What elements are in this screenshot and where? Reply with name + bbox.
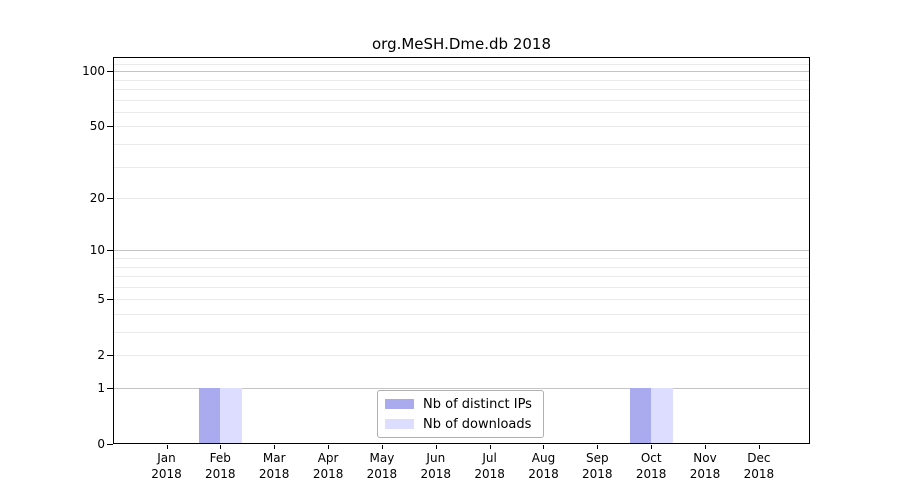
y-tick-label: 10 bbox=[89, 243, 105, 258]
x-tick-label: Jun 2018 bbox=[420, 451, 452, 481]
bar-nb-of-distinct-ips-feb-2018 bbox=[198, 388, 221, 443]
gridline-minor bbox=[114, 88, 809, 90]
gridline-minor bbox=[114, 266, 809, 268]
x-tick-label: May 2018 bbox=[366, 451, 398, 481]
x-tick-label: Nov 2018 bbox=[689, 451, 721, 481]
x-tick-mark bbox=[705, 445, 706, 449]
y-tick-mark bbox=[107, 355, 113, 356]
x-tick-mark bbox=[651, 445, 652, 449]
x-tick-mark bbox=[167, 445, 168, 449]
y-tick-label: 100 bbox=[82, 64, 105, 79]
bar-nb-of-distinct-ips-oct-2018 bbox=[629, 388, 652, 443]
x-tick-mark bbox=[543, 445, 544, 449]
x-tick-label: Oct 2018 bbox=[635, 451, 667, 481]
legend-entry-downloads: Nb of downloads bbox=[385, 417, 543, 432]
y-tick-mark bbox=[107, 250, 113, 251]
x-tick-label: Apr 2018 bbox=[312, 451, 344, 481]
x-tick-label: Mar 2018 bbox=[258, 451, 290, 481]
y-tick-mark bbox=[107, 444, 113, 445]
legend: Nb of distinct IPs Nb of downloads bbox=[377, 390, 544, 438]
x-tick-label: Dec 2018 bbox=[743, 451, 775, 481]
gridline-minor bbox=[114, 286, 809, 288]
gridline-minor bbox=[114, 111, 809, 113]
gridline-major bbox=[114, 71, 809, 73]
y-tick-mark bbox=[107, 299, 113, 300]
chart-title: org.MeSH.Dme.db 2018 bbox=[372, 35, 551, 53]
x-tick-mark bbox=[759, 445, 760, 449]
y-tick-mark bbox=[107, 71, 113, 72]
y-tick-label: 1 bbox=[97, 381, 105, 395]
legend-entry-distinct-ips: Nb of distinct IPs bbox=[385, 397, 543, 412]
gridline-minor bbox=[114, 355, 809, 357]
gridline-minor bbox=[114, 99, 809, 101]
y-tick-label: 5 bbox=[97, 292, 105, 307]
gridline-major bbox=[114, 250, 809, 252]
gridline-minor bbox=[114, 314, 809, 315]
gridline-minor bbox=[114, 257, 809, 259]
gridline-minor bbox=[114, 79, 809, 81]
gridline-major bbox=[114, 388, 809, 389]
y-tick-label: 2 bbox=[97, 348, 105, 363]
y-tick-mark bbox=[107, 198, 113, 199]
x-tick-label: Jan 2018 bbox=[151, 451, 182, 481]
gridline-minor bbox=[114, 198, 809, 199]
x-tick-label: Feb 2018 bbox=[205, 451, 236, 481]
x-tick-mark bbox=[328, 445, 329, 449]
y-tick-label: 50 bbox=[89, 119, 105, 134]
y-tick-label: 20 bbox=[89, 191, 105, 205]
gridline-minor bbox=[114, 143, 809, 145]
x-tick-label: Aug 2018 bbox=[528, 451, 559, 481]
gridline-minor bbox=[114, 126, 809, 128]
x-tick-mark bbox=[436, 445, 437, 449]
legend-label-downloads: Nb of downloads bbox=[423, 416, 532, 432]
y-tick-label: 0 bbox=[97, 437, 105, 451]
x-tick-mark bbox=[597, 445, 598, 449]
legend-swatch-downloads bbox=[385, 419, 414, 429]
gridline-minor bbox=[114, 63, 809, 65]
gridline-minor bbox=[114, 332, 809, 333]
x-tick-mark bbox=[220, 445, 221, 449]
bar-nb-of-downloads-oct-2018 bbox=[651, 388, 673, 443]
x-tick-mark bbox=[274, 445, 275, 449]
gridline-minor bbox=[114, 166, 809, 168]
x-tick-mark bbox=[382, 445, 383, 449]
gridline-minor bbox=[114, 299, 809, 301]
gridline-minor bbox=[114, 276, 809, 277]
plot-area bbox=[113, 57, 810, 444]
legend-swatch-distinct-ips bbox=[385, 399, 414, 409]
y-tick-mark bbox=[107, 126, 113, 127]
x-tick-label: Jul 2018 bbox=[474, 451, 505, 481]
y-tick-mark bbox=[107, 388, 113, 389]
x-tick-label: Sep 2018 bbox=[582, 451, 613, 481]
legend-label-distinct-ips: Nb of distinct IPs bbox=[423, 396, 532, 412]
x-tick-mark bbox=[490, 445, 491, 449]
bar-nb-of-downloads-feb-2018 bbox=[220, 388, 242, 443]
